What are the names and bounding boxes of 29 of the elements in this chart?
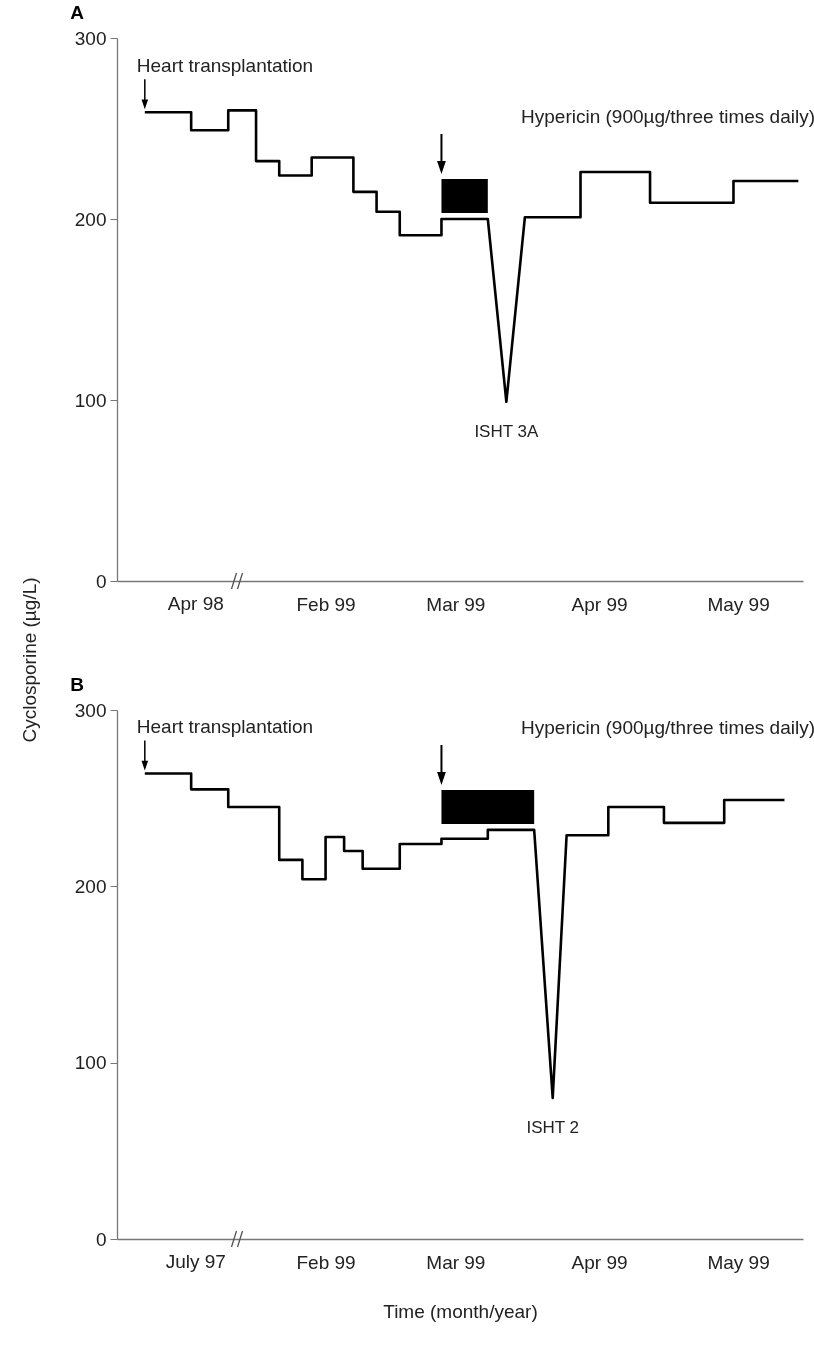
y-tick-label: 100: [74, 1052, 107, 1074]
y-tick-label: 100: [74, 389, 107, 411]
y-tick-label: 200: [74, 208, 107, 230]
annotation: Heart transplantation: [136, 55, 314, 77]
y-tick-label: 300: [74, 27, 107, 49]
annotation: ISHT 2: [526, 1117, 579, 1137]
y-tick-label: 0: [95, 570, 107, 592]
y-axis-title: Cyclosporine (µg/L): [19, 577, 41, 743]
chart-title: B: [70, 674, 85, 695]
x-tick-label: Apr 99: [571, 1251, 628, 1273]
x-tick-label: Apr 99: [571, 593, 628, 615]
x-tick-label: May 99: [707, 593, 770, 615]
x-tick-label: Feb 99: [296, 1251, 356, 1273]
x-tick-label: May 99: [707, 1251, 770, 1273]
annotation: Heart transplantation: [136, 716, 314, 738]
y-tick-label: 300: [74, 699, 107, 721]
x-tick-label: Mar 99: [426, 1251, 486, 1273]
y-tick-label: 0: [95, 1228, 107, 1250]
band-label: Hypericin (900µg/three times daily): [521, 716, 814, 738]
x-tick-label: Mar 99: [426, 593, 486, 615]
annotation: ISHT 3A: [474, 421, 539, 441]
text: Apr 98: [167, 593, 224, 614]
text: July 97: [165, 1251, 226, 1272]
x-axis-title: Time (month/year): [383, 1300, 538, 1322]
x-tick-label: Feb 99: [296, 593, 356, 615]
line-series: [143, 772, 786, 1100]
chart-title: A: [70, 2, 85, 23]
band-label: Hypericin (900µg/three times daily): [521, 106, 814, 127]
y-tick-label: 200: [74, 875, 107, 897]
